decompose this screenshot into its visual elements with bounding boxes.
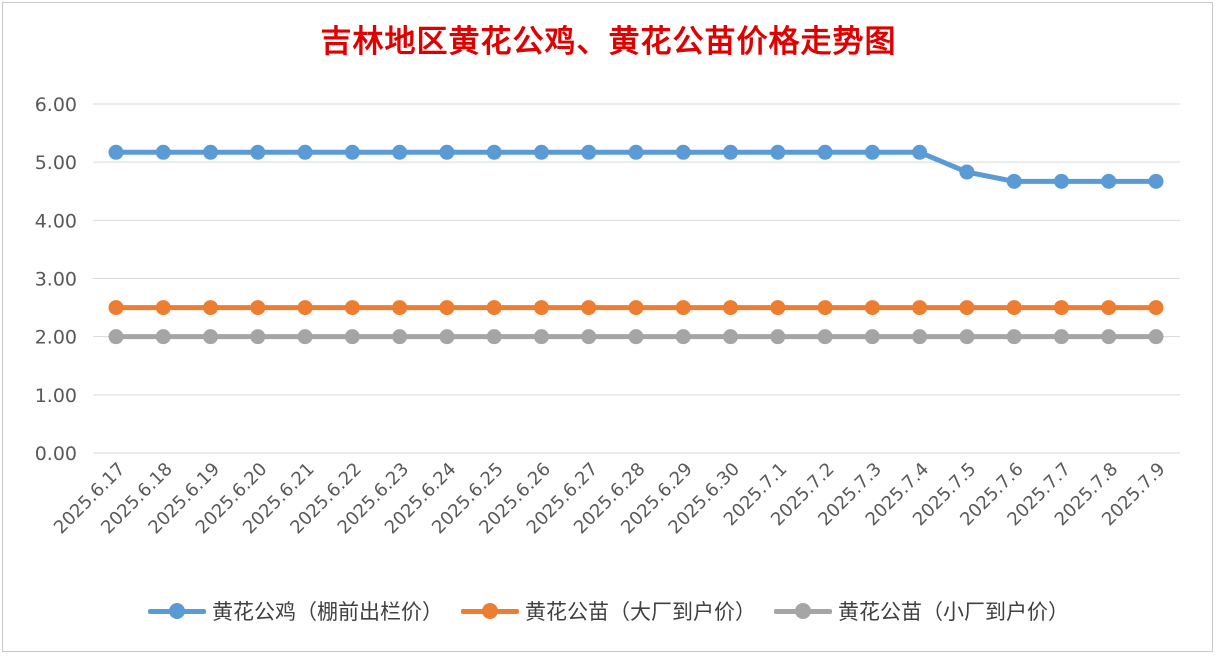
series-1-point-4 [297, 300, 313, 316]
legend-item-series-2: 黄花公苗（小厂到户价） [774, 596, 1069, 626]
series-2-point-13 [723, 329, 739, 345]
legend-item-series-0: 黄花公鸡（棚前出栏价） [148, 596, 443, 626]
series-1-point-9 [533, 300, 549, 316]
series-0-point-5 [344, 144, 360, 160]
series-0-point-6 [392, 144, 408, 160]
series-0-point-22 [1148, 173, 1164, 189]
series-0-point-12 [675, 144, 691, 160]
series-1-point-8 [486, 300, 502, 316]
series-0-point-17 [912, 144, 928, 160]
y-tick-label-2: 2.00 [35, 327, 77, 349]
series-1-point-15 [817, 300, 833, 316]
legend-label-series-2: 黄花公苗（小厂到户价） [838, 600, 1069, 624]
series-0-point-20 [1053, 173, 1069, 189]
series-0-point-10 [581, 144, 597, 160]
legend-marker-series-2 [795, 603, 811, 619]
series-2-point-0 [108, 329, 124, 345]
series-2-point-20 [1053, 329, 1069, 345]
series-1-point-21 [1101, 300, 1117, 316]
series-1-point-5 [344, 300, 360, 316]
series-1-point-6 [392, 300, 408, 316]
series-1-point-17 [912, 300, 928, 316]
y-tick-label-6: 6.00 [35, 94, 77, 116]
series-2-point-19 [1006, 329, 1022, 345]
series-0-point-1 [155, 144, 171, 160]
series-1-point-18 [959, 300, 975, 316]
series-0-point-3 [250, 144, 266, 160]
y-tick-label-3: 3.00 [35, 269, 77, 291]
series-0-point-21 [1101, 173, 1117, 189]
series-2-point-17 [912, 329, 928, 345]
series-1-point-2 [203, 300, 219, 316]
series-0-point-4 [297, 144, 313, 160]
series-0-point-2 [203, 144, 219, 160]
series-0-point-11 [628, 144, 644, 160]
legend-marker-series-0 [169, 603, 185, 619]
series-1-point-10 [581, 300, 597, 316]
series-0-point-8 [486, 144, 502, 160]
series-1-point-19 [1006, 300, 1022, 316]
series-0-point-7 [439, 144, 455, 160]
series-1-point-1 [155, 300, 171, 316]
y-tick-label-5: 5.00 [35, 152, 77, 174]
series-2-point-6 [392, 329, 408, 345]
legend-label-series-1: 黄花公苗（大厂到户价） [525, 600, 756, 624]
series-2-point-7 [439, 329, 455, 345]
series-1-point-7 [439, 300, 455, 316]
series-2-point-8 [486, 329, 502, 345]
series-2-point-14 [770, 329, 786, 345]
series-0-point-16 [864, 144, 880, 160]
series-2-point-4 [297, 329, 313, 345]
series-1-point-16 [864, 300, 880, 316]
legend-marker-series-1 [482, 603, 498, 619]
series-2-point-15 [817, 329, 833, 345]
series-2-point-9 [533, 329, 549, 345]
series-1-point-20 [1053, 300, 1069, 316]
series-2-point-21 [1101, 329, 1117, 345]
series-1-point-0 [108, 300, 124, 316]
series-1-point-22 [1148, 300, 1164, 316]
legend-swatch-series-1 [461, 601, 519, 621]
series-2-point-11 [628, 329, 644, 345]
series-0-point-14 [770, 144, 786, 160]
series-1-point-11 [628, 300, 644, 316]
series-2-point-3 [250, 329, 266, 345]
y-tick-label-1: 1.00 [35, 385, 77, 407]
series-2-point-2 [203, 329, 219, 345]
chart-title: 吉林地区黄花公鸡、黄花公苗价格走势图 [320, 24, 897, 60]
series-0-point-19 [1006, 173, 1022, 189]
series-1-point-3 [250, 300, 266, 316]
legend-item-series-1: 黄花公苗（大厂到户价） [461, 596, 756, 626]
series-1-point-13 [723, 300, 739, 316]
series-2-point-22 [1148, 329, 1164, 345]
series-2-point-18 [959, 329, 975, 345]
series-2-point-12 [675, 329, 691, 345]
legend-swatch-series-2 [774, 601, 832, 621]
series-0-point-13 [723, 144, 739, 160]
series-2-point-1 [155, 329, 171, 345]
series-0-point-9 [533, 144, 549, 160]
series-2-point-10 [581, 329, 597, 345]
series-0-point-18 [959, 164, 975, 180]
series-0-point-15 [817, 144, 833, 160]
series-2-point-16 [864, 329, 880, 345]
series-1-point-14 [770, 300, 786, 316]
legend-swatch-series-0 [148, 601, 206, 621]
series-1-point-12 [675, 300, 691, 316]
series-0-point-0 [108, 144, 124, 160]
y-tick-label-4: 4.00 [35, 210, 77, 232]
y-tick-label-0: 0.00 [35, 443, 77, 465]
chart-legend: 黄花公鸡（棚前出栏价） 黄花公苗（大厂到户价） 黄花公苗（小厂到户价） [0, 593, 1217, 629]
series-2-point-5 [344, 329, 360, 345]
legend-label-series-0: 黄花公鸡（棚前出栏价） [212, 600, 443, 624]
